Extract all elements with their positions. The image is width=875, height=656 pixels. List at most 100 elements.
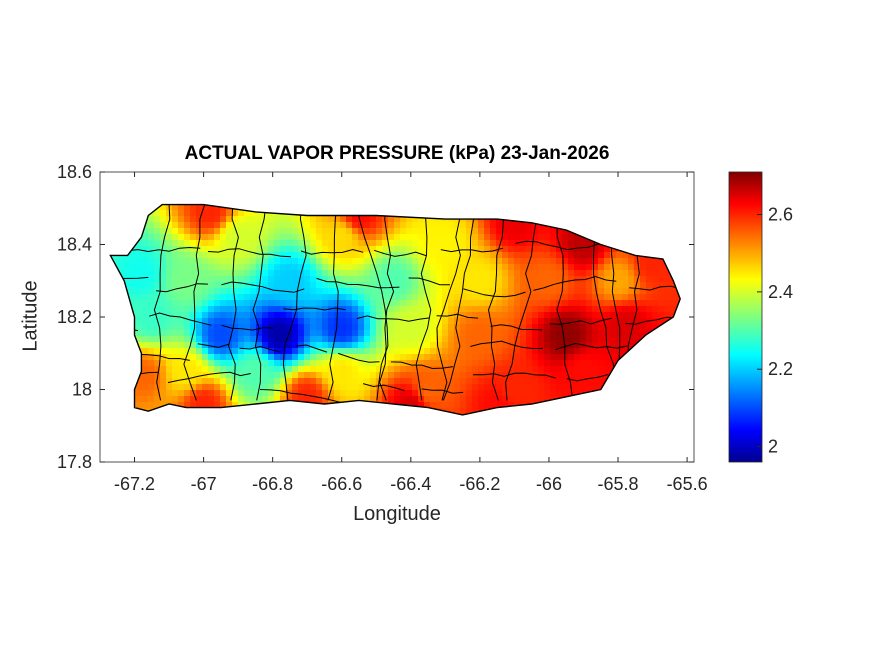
field-cell	[262, 378, 269, 385]
field-cell	[172, 318, 179, 325]
field-cell	[466, 270, 473, 277]
field-cell	[550, 348, 557, 355]
field-cell	[670, 294, 677, 301]
map-title: ACTUAL VAPOR PRESSURE (kPa) 23-Jan-2026	[184, 143, 610, 164]
field-cell	[202, 378, 209, 385]
field-cell	[418, 228, 425, 235]
field-cell	[142, 264, 149, 271]
field-cell	[370, 222, 377, 229]
field-cell	[640, 330, 647, 337]
field-cell	[634, 300, 641, 307]
field-cell	[250, 216, 257, 223]
field-cell	[400, 288, 407, 295]
field-cell	[454, 348, 461, 355]
x-tick-label: -65.6	[667, 474, 708, 494]
field-cell	[448, 222, 455, 229]
field-cell	[394, 396, 401, 403]
field-cell	[526, 390, 533, 397]
field-cell	[526, 360, 533, 367]
field-cell	[244, 372, 251, 379]
field-cell	[412, 384, 419, 391]
field-cell	[448, 330, 455, 337]
field-cell	[160, 234, 167, 241]
municipality-boundary	[533, 275, 617, 291]
field-cell	[178, 360, 185, 367]
field-cell	[226, 396, 233, 403]
colorbar-ticks: 22.22.42.6	[757, 205, 793, 457]
field-cell	[478, 234, 485, 241]
field-cell	[526, 252, 533, 259]
field-cell	[142, 372, 149, 379]
field-cell	[526, 306, 533, 313]
field-cell	[316, 246, 323, 253]
field-cell	[178, 366, 185, 373]
field-cell	[460, 366, 467, 373]
field-cell	[460, 378, 467, 385]
field-cell	[244, 330, 251, 337]
field-cell	[298, 366, 305, 373]
field-cell	[562, 270, 569, 277]
field-cell	[244, 270, 251, 277]
field-cell	[484, 366, 491, 373]
field-cell	[322, 318, 329, 325]
field-cell	[250, 336, 257, 343]
field-cell	[214, 204, 221, 211]
field-cell	[334, 246, 341, 253]
field-cell	[142, 234, 149, 241]
field-cell	[388, 330, 395, 337]
field-cell	[406, 354, 413, 361]
field-cell	[148, 384, 155, 391]
field-cell	[214, 336, 221, 343]
field-cell	[430, 264, 437, 271]
field-cell	[436, 312, 443, 319]
field-cell	[238, 234, 245, 241]
field-cell	[358, 348, 365, 355]
field-cell	[490, 336, 497, 343]
field-cell	[472, 264, 479, 271]
field-cell	[370, 396, 377, 403]
field-cell	[622, 306, 629, 313]
field-cell	[574, 258, 581, 265]
municipality-boundary	[167, 371, 251, 384]
field-cell	[394, 282, 401, 289]
field-cell	[484, 354, 491, 361]
field-cell	[358, 336, 365, 343]
field-cell	[544, 276, 551, 283]
field-cell	[340, 390, 347, 397]
field-cell	[304, 354, 311, 361]
field-cell	[298, 288, 305, 295]
field-cell	[628, 324, 635, 331]
field-cell	[172, 324, 179, 331]
field-cell	[454, 246, 461, 253]
field-cell	[610, 312, 617, 319]
field-cell	[286, 372, 293, 379]
field-cell	[580, 360, 587, 367]
field-cell	[286, 312, 293, 319]
field-cell	[628, 306, 635, 313]
field-cell	[274, 336, 281, 343]
field-cell	[484, 240, 491, 247]
field-cell	[172, 204, 179, 211]
field-cell	[454, 258, 461, 265]
field-cell	[334, 264, 341, 271]
field-cell	[268, 288, 275, 295]
field-cell	[166, 258, 173, 265]
field-cell	[340, 360, 347, 367]
field-cell	[148, 252, 155, 259]
field-cell	[484, 342, 491, 349]
field-cell	[352, 264, 359, 271]
field-cell	[418, 282, 425, 289]
field-cell	[238, 318, 245, 325]
field-cell	[400, 258, 407, 265]
field-cell	[346, 282, 353, 289]
field-cell	[154, 270, 161, 277]
field-cell	[580, 354, 587, 361]
field-cell	[508, 264, 515, 271]
field-cell	[232, 318, 239, 325]
field-cell	[214, 372, 221, 379]
field-cell	[478, 222, 485, 229]
field-cell	[478, 318, 485, 325]
field-cell	[472, 324, 479, 331]
field-cell	[382, 240, 389, 247]
